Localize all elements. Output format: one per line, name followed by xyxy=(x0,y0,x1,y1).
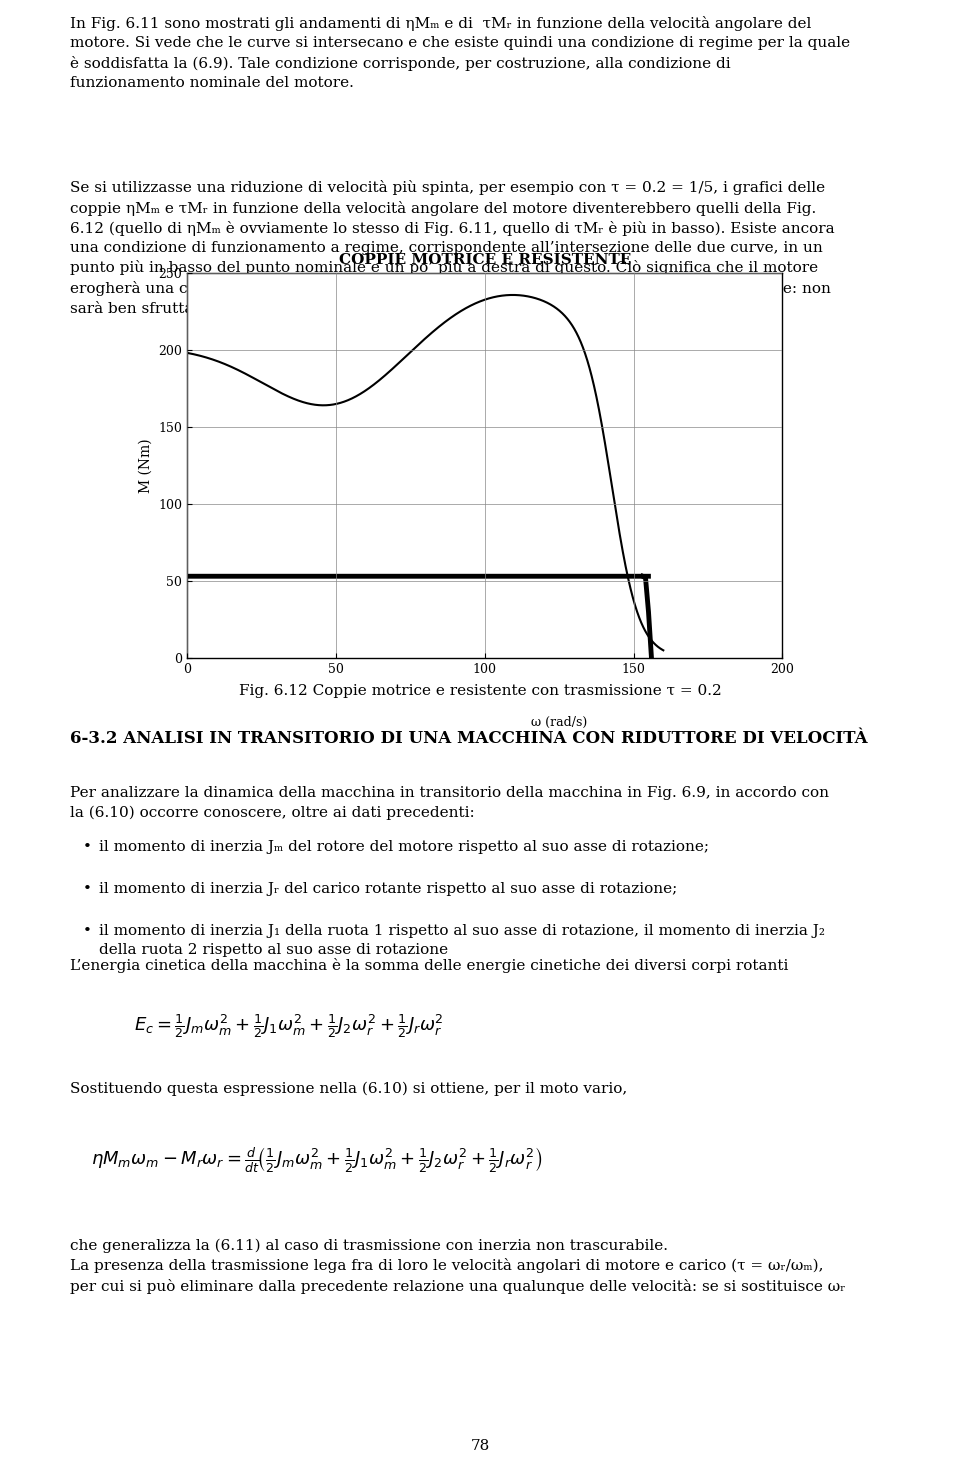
Text: che generalizza la (6.11) al caso di trasmissione con inerzia non trascurabile.
: che generalizza la (6.11) al caso di tra… xyxy=(70,1239,846,1293)
Text: Per analizzare la dinamica della macchina in transitorio della macchina in Fig. : Per analizzare la dinamica della macchin… xyxy=(70,786,829,820)
Text: $E_c = \frac{1}{2}J_m\omega_m^2 + \frac{1}{2}J_1\omega_m^2 + \frac{1}{2}J_2\omeg: $E_c = \frac{1}{2}J_m\omega_m^2 + \frac{… xyxy=(134,1012,444,1041)
Text: L’energia cinetica della macchina è la somma delle energie cinetiche dei diversi: L’energia cinetica della macchina è la s… xyxy=(70,958,788,973)
Text: In Fig. 6.11 sono mostrati gli andamenti di ηMₘ e di  τMᵣ in funzione della velo: In Fig. 6.11 sono mostrati gli andamenti… xyxy=(70,16,851,90)
Y-axis label: M (Nm): M (Nm) xyxy=(139,439,153,492)
Text: •: • xyxy=(83,840,91,853)
Text: $\eta M_m\omega_m - M_r\omega_r = \frac{d}{dt}\!\left(\frac{1}{2}J_m\omega_m^2 +: $\eta M_m\omega_m - M_r\omega_r = \frac{… xyxy=(91,1145,542,1175)
Text: il momento di inerzia Jᵣ del carico rotante rispetto al suo asse di rotazione;: il momento di inerzia Jᵣ del carico rota… xyxy=(99,881,677,896)
Text: 78: 78 xyxy=(470,1440,490,1453)
Text: ω (rad/s): ω (rad/s) xyxy=(531,717,588,729)
Text: Fig. 6.12 Coppie motrice e resistente con trasmissione τ = 0.2: Fig. 6.12 Coppie motrice e resistente co… xyxy=(239,684,721,698)
Text: 6-3.2 ANALISI IN TRANSITORIO DI UNA MACCHINA CON RIDUTTORE DI VELOCITÀ: 6-3.2 ANALISI IN TRANSITORIO DI UNA MACC… xyxy=(70,730,868,748)
Text: il momento di inerzia J₁ della ruota 1 rispetto al suo asse di rotazione, il mom: il momento di inerzia J₁ della ruota 1 r… xyxy=(99,924,825,956)
Text: il momento di inerzia Jₘ del rotore del motore rispetto al suo asse di rotazione: il momento di inerzia Jₘ del rotore del … xyxy=(99,840,708,853)
Text: Sostituendo questa espressione nella (6.10) si ottiene, per il moto vario,: Sostituendo questa espressione nella (6.… xyxy=(70,1082,627,1097)
Text: Se si utilizzasse una riduzione di velocità più spinta, per esempio con τ = 0.2 : Se si utilizzasse una riduzione di veloc… xyxy=(70,180,834,316)
Text: •: • xyxy=(83,881,91,896)
Title: COPPIE MOTRICE E RESISTENTE: COPPIE MOTRICE E RESISTENTE xyxy=(339,253,631,266)
Text: •: • xyxy=(83,924,91,937)
